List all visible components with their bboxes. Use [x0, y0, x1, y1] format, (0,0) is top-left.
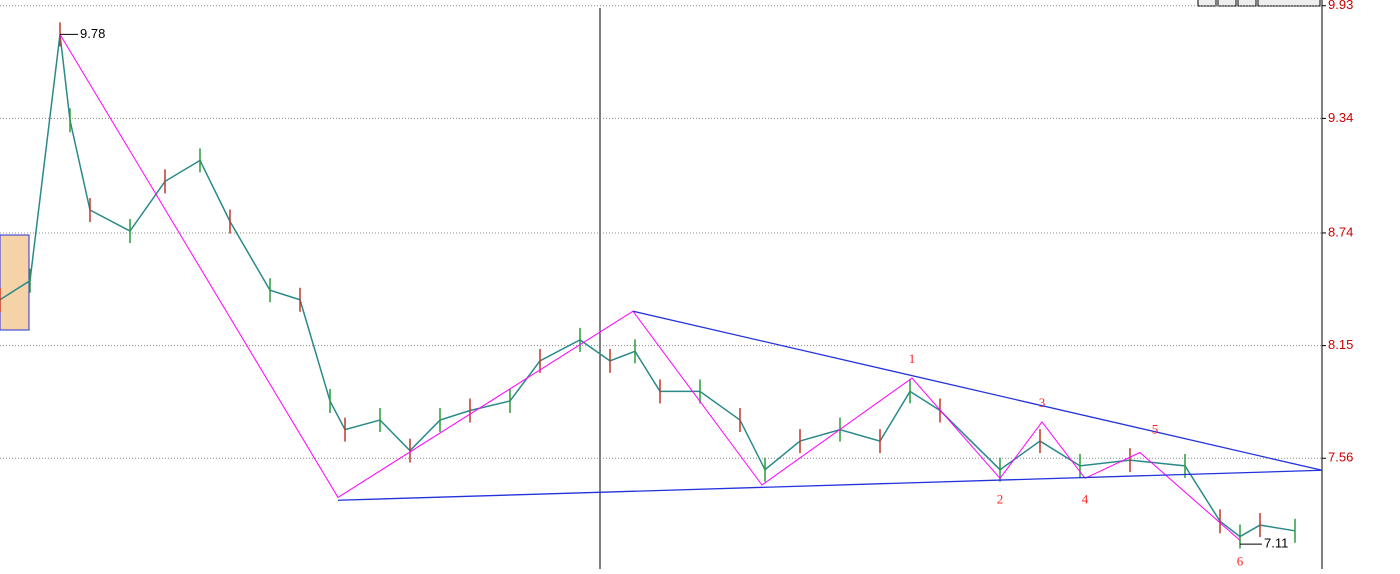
wave-label: 5 — [1152, 422, 1159, 437]
wave-label: 6 — [1237, 553, 1244, 568]
wave-label: 3 — [1039, 395, 1046, 410]
trend-line — [337, 469, 1323, 501]
y-tick-label: 9.93 — [1328, 0, 1353, 12]
button[interactable] — [1217, 0, 1237, 7]
high-label: 9.78 — [80, 26, 105, 41]
button[interactable] — [1197, 0, 1217, 7]
toolbar[interactable] — [1197, 0, 1321, 7]
y-tick-label: 8.15 — [1328, 337, 1353, 352]
wave-label: 4 — [1082, 491, 1089, 506]
button[interactable] — [1257, 0, 1321, 7]
y-tick-label: 9.34 — [1328, 110, 1353, 125]
button[interactable] — [1237, 0, 1257, 7]
trend-line — [632, 310, 1323, 471]
y-tick-label: 8.74 — [1328, 224, 1353, 239]
wave-label: 1 — [909, 351, 916, 366]
zigzag-line — [59, 34, 1241, 541]
selection-box — [0, 234, 30, 331]
y-tick-label: 7.56 — [1328, 450, 1353, 465]
wave-label: 2 — [997, 491, 1004, 506]
price-line — [0, 34, 1296, 538]
low-label: 7.11 — [1264, 536, 1288, 551]
